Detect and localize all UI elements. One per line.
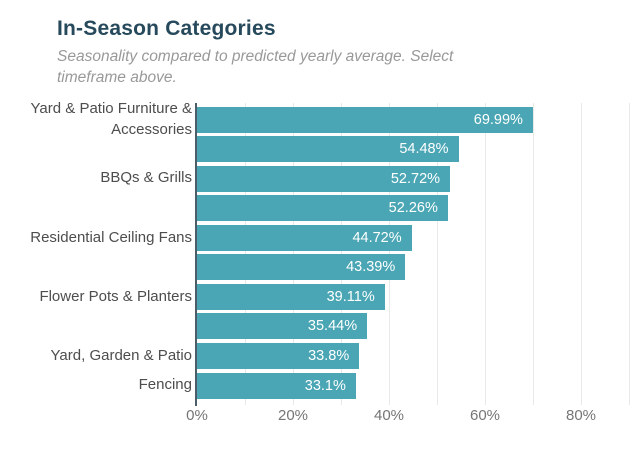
bar[interactable]: 33.1%	[197, 372, 356, 399]
bar-value-label: 52.26%	[388, 200, 438, 217]
x-tick-label: 0%	[186, 407, 208, 424]
bar[interactable]: 33.8%	[197, 342, 360, 369]
bar-value-label: 54.48%	[399, 141, 449, 158]
bar-row: Yard & Patio Furniture & Accessories 69.9…	[31, 100, 637, 138]
bar-row: Yard, Garden & Patio 33.8%	[51, 342, 637, 369]
gridline	[629, 103, 630, 405]
bar-value-label: 33.1%	[304, 377, 346, 394]
category-label: Yard, Garden & Patio	[50, 346, 192, 364]
bar[interactable]: 43.39%	[197, 254, 406, 281]
bar-row: Fencing 33.1%	[139, 372, 637, 399]
category-label: BBQs & Grills	[100, 169, 192, 187]
gridline	[293, 103, 294, 405]
bar-value-label: 33.8%	[308, 347, 350, 364]
gridline	[389, 103, 390, 405]
x-tick-label: 40%	[373, 407, 405, 424]
category-label	[30, 136, 192, 162]
bar-value-label: 44.72%	[352, 229, 402, 246]
x-tick-label: 60%	[469, 407, 501, 424]
bar[interactable]: 39.11%	[197, 283, 385, 310]
bar-row: Flower Pots & Planters 39.11%	[39, 283, 637, 310]
bar-row: 35.44%	[197, 313, 637, 340]
bar[interactable]: 35.44%	[197, 313, 368, 340]
bar-row: 52.26%	[197, 195, 637, 222]
bar-value-label: 35.44%	[307, 318, 358, 335]
category-label: Flower Pots & Planters	[39, 287, 192, 305]
gridline	[581, 103, 582, 405]
bar-row: BBQs & Grills 52.72%	[100, 165, 637, 192]
bar-row: Residential Ceiling Fans 44.72%	[30, 224, 637, 251]
gridline	[245, 103, 246, 405]
chart-subtitle: Seasonality compared to predicted yearly…	[57, 48, 454, 86]
x-axis: 0% 20% 40% 60% 80%	[186, 407, 637, 429]
bar-row: 43.39%	[197, 254, 637, 281]
bar[interactable]: 52.26%	[197, 195, 448, 222]
bar-row: 54.48%	[197, 136, 637, 163]
gridline	[485, 103, 486, 405]
category-label: Fencing	[138, 376, 192, 394]
gridline	[341, 103, 342, 405]
bar-value-label: 39.11%	[326, 288, 375, 305]
category-label: Residential Ceiling Fans	[30, 228, 192, 246]
bar[interactable]: 44.72%	[197, 224, 412, 251]
bar[interactable]: 54.48%	[197, 136, 459, 163]
category-label	[30, 195, 192, 221]
bar[interactable]: 52.72%	[197, 165, 451, 192]
bar[interactable]: 69.99%	[197, 106, 533, 133]
bar-value-label: 43.39%	[346, 259, 396, 276]
bar-value-label: 52.72%	[390, 170, 441, 187]
x-tick-label: 80%	[565, 407, 597, 424]
category-label	[30, 313, 192, 339]
chart-title: In-Season Categories	[57, 17, 276, 40]
gridline	[533, 103, 534, 405]
gridline	[437, 103, 438, 405]
x-tick-label: 20%	[277, 407, 309, 424]
bar-value-label: 69.99%	[473, 111, 523, 128]
bar-chart-plot-area: Yard & Patio Furniture & Accessories 69.9…	[30, 100, 637, 406]
category-label: Yard & Patio Furniture & Accessories	[30, 100, 192, 138]
category-label	[30, 254, 192, 280]
y-axis-line	[195, 103, 197, 406]
